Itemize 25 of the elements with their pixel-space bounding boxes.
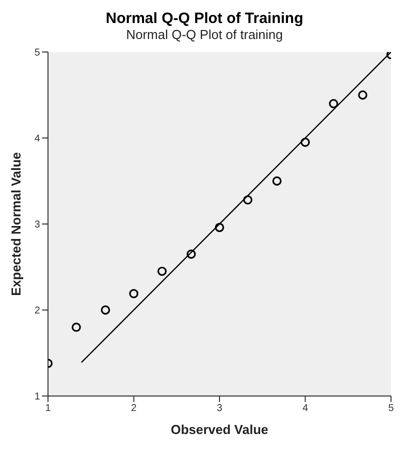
- y-tick-label: 1: [34, 392, 40, 403]
- x-tick-label: 1: [45, 403, 52, 414]
- chart-subtitle: Normal Q-Q Plot of training: [125, 27, 284, 42]
- y-tick-label: 5: [34, 48, 40, 59]
- point: [328, 99, 338, 108]
- point: [186, 250, 196, 259]
- point: [300, 138, 310, 147]
- y-tick-label: 2: [34, 306, 40, 317]
- chart-title: Normal Q-Q Plot of Training: [104, 10, 304, 27]
- point: [129, 289, 138, 298]
- x-tick-label: 4: [302, 403, 308, 414]
- x-tick-label: 3: [216, 403, 223, 414]
- y-tick-label: 4: [34, 134, 40, 145]
- point: [72, 322, 81, 332]
- point: [214, 222, 224, 232]
- y-tick-label: 3: [34, 220, 40, 231]
- x-tick-label: 5: [388, 403, 394, 414]
- x-axis-title: Observed Value: [170, 422, 268, 437]
- point: [243, 195, 252, 205]
- point: [272, 176, 282, 186]
- point: [100, 305, 110, 315]
- y-axis-title: Expected Normal Value: [8, 152, 24, 296]
- x-tick-label: 2: [130, 403, 137, 414]
- point: [157, 266, 167, 276]
- point: [358, 90, 368, 100]
